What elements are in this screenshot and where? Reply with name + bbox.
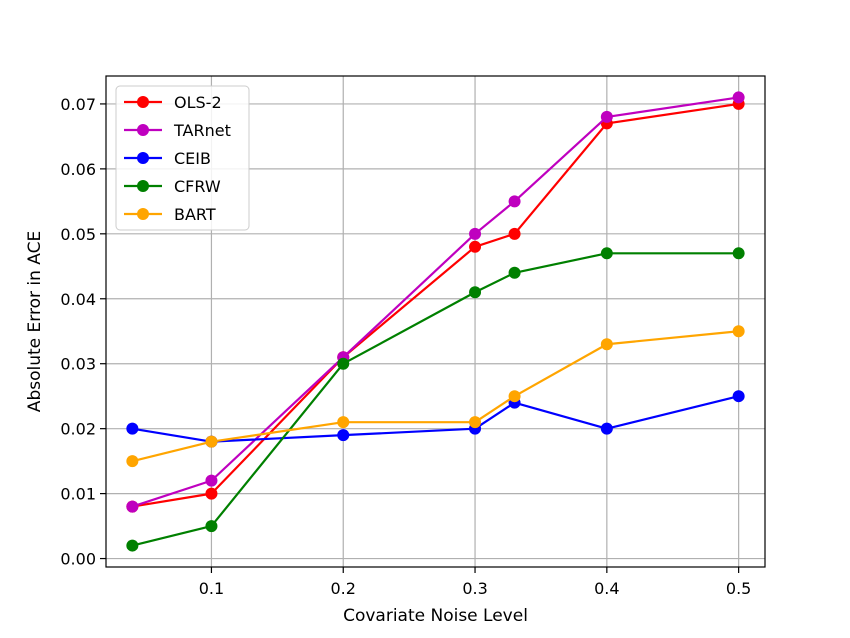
data-point (732, 91, 745, 104)
data-point (205, 487, 218, 500)
legend-marker (137, 124, 149, 136)
legend-label: BART (174, 205, 216, 224)
axis-ticks: 0.1 0.2 0.3 0.4 0.5 0.00 0.01 0.02 0.03 0.04 0.05 0… (60, 95, 751, 598)
data-point (508, 195, 521, 208)
y-tick-label: 0.05 (60, 225, 96, 244)
data-point (600, 338, 613, 351)
legend-label: CEIB (174, 149, 211, 168)
y-tick-label: 0.04 (60, 290, 96, 309)
legend-label: OLS-2 (174, 93, 222, 112)
legend-marker (137, 96, 149, 108)
x-tick-label: 0.5 (726, 579, 751, 598)
data-point (469, 416, 482, 429)
data-point (337, 357, 350, 370)
data-point (205, 520, 218, 533)
legend-box (115, 85, 250, 231)
data-point (126, 422, 139, 435)
legend-label: CFRW (174, 177, 221, 196)
y-tick-label: 0.01 (60, 485, 96, 504)
y-tick-label: 0.00 (60, 550, 96, 569)
legend-label: TARnet (173, 121, 231, 140)
data-point (205, 474, 218, 487)
x-tick-label: 0.4 (594, 579, 619, 598)
y-axis-label: Absolute Error in ACE (25, 231, 45, 412)
data-point (508, 266, 521, 279)
data-point (600, 110, 613, 123)
legend-marker (137, 208, 149, 220)
data-point (126, 500, 139, 513)
legend-item: TARnet (124, 121, 231, 140)
x-tick-label: 0.1 (199, 579, 224, 598)
legend-item: OLS-2 (124, 93, 222, 112)
series-bart (126, 325, 745, 468)
data-point (600, 422, 613, 435)
data-point (600, 247, 613, 260)
legend: OLS-2 TARnet CEIB CFRW BART (115, 85, 250, 231)
series-layer (126, 91, 745, 552)
y-tick-label: 0.02 (60, 420, 96, 439)
legend-item: CFRW (124, 177, 221, 196)
grid-lines (106, 76, 765, 567)
legend-marker (137, 180, 149, 192)
data-point (732, 390, 745, 403)
data-point (469, 286, 482, 299)
plot-frame (105, 75, 766, 568)
data-point (508, 227, 521, 240)
data-point (469, 227, 482, 240)
data-point (508, 390, 521, 403)
x-axis-label: Covariate Noise Level (343, 606, 528, 626)
data-point (126, 539, 139, 552)
data-point (337, 416, 350, 429)
data-point (469, 240, 482, 253)
series-tarnet (126, 91, 745, 513)
data-point (732, 325, 745, 338)
x-tick-label: 0.3 (462, 579, 487, 598)
x-tick-label: 0.2 (331, 579, 356, 598)
series-cfrw (126, 247, 745, 552)
y-tick-label: 0.03 (60, 355, 96, 374)
y-tick-label: 0.06 (60, 160, 96, 179)
legend-item: BART (124, 205, 216, 224)
data-point (337, 429, 350, 442)
legend-marker (137, 152, 149, 164)
data-point (732, 247, 745, 260)
data-point (205, 435, 218, 448)
y-tick-label: 0.07 (60, 95, 96, 114)
legend-item: CEIB (124, 149, 211, 168)
data-point (126, 455, 139, 468)
